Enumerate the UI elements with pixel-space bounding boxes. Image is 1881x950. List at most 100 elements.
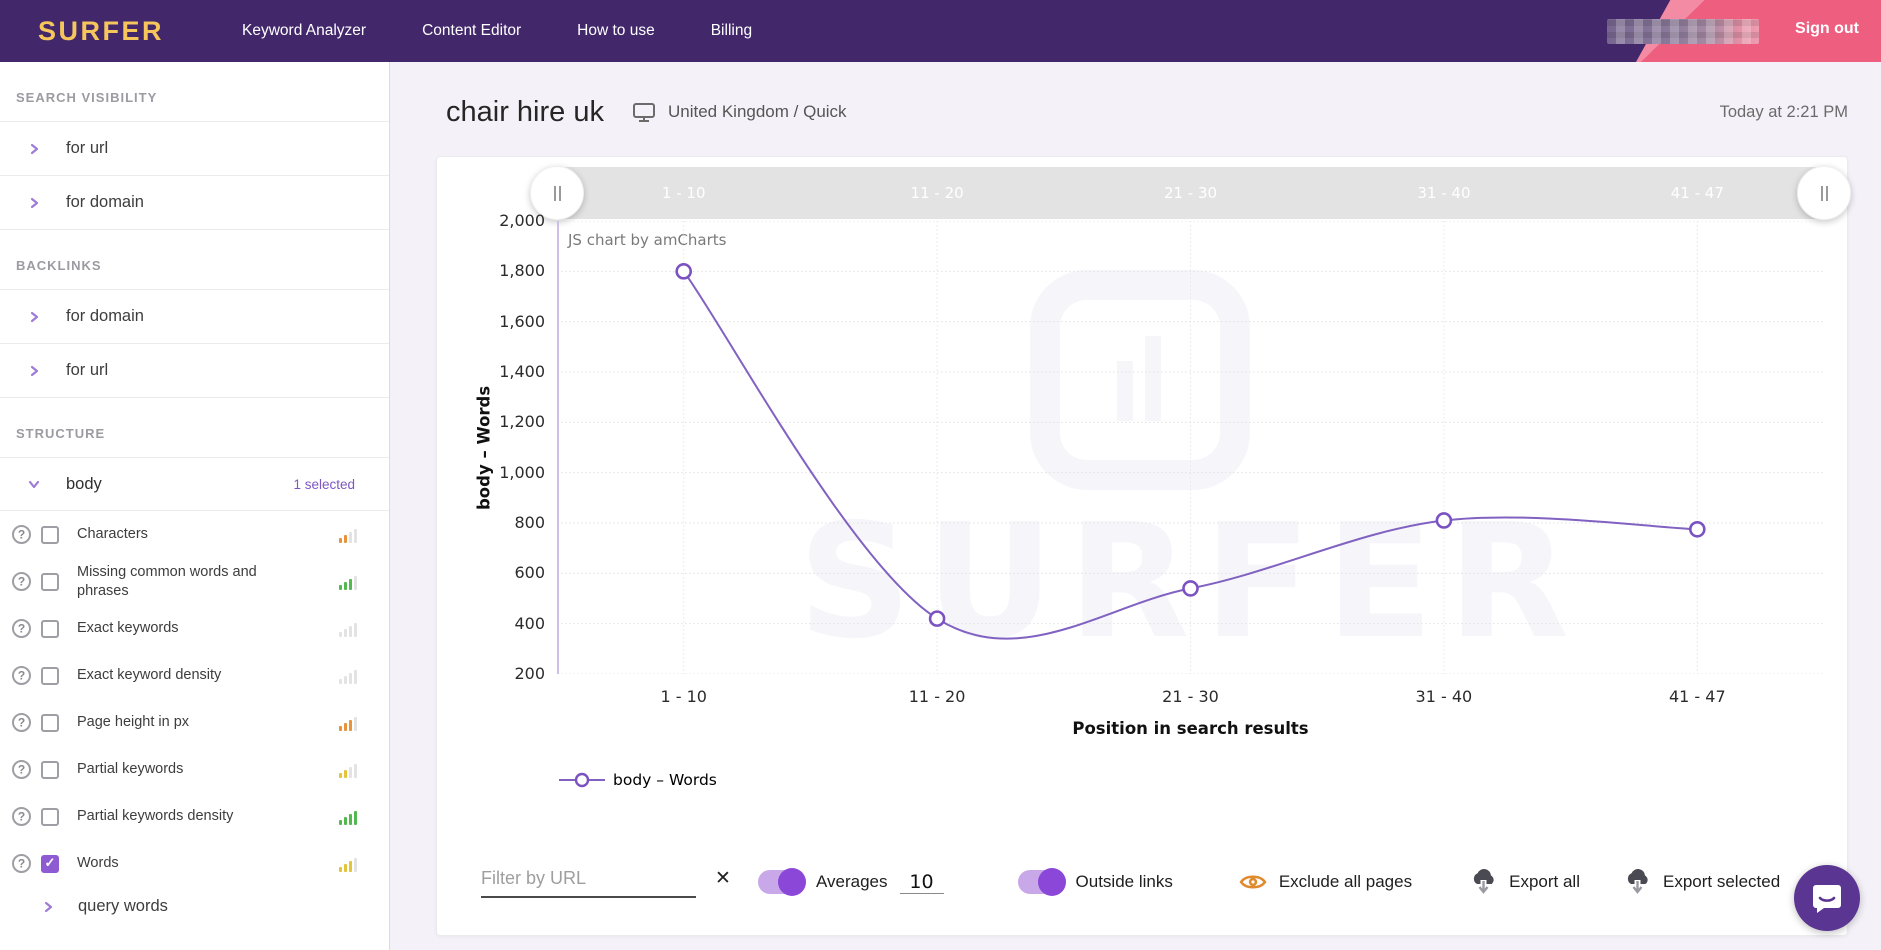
cloud-download-icon	[1474, 869, 1494, 894]
metric-label: Page height in px	[77, 714, 190, 731]
chevron-right-icon	[30, 143, 39, 154]
nav-item-keyword-analyzer[interactable]: Keyword Analyzer	[242, 22, 367, 39]
chevron-right-icon	[30, 311, 39, 322]
metric-checkbox[interactable]	[41, 854, 59, 873]
surfer-logo[interactable]: SURFER	[38, 15, 165, 46]
sign-out-button[interactable]: Sign out	[1795, 20, 1859, 37]
metric-row-partial-keywords: Partial keywords	[0, 746, 389, 793]
selected-count-badge: 1 selected	[293, 476, 355, 492]
sidebar-item-query-words[interactable]: query words	[0, 897, 389, 916]
metric-row-exact-keyword-density: Exact keyword density	[0, 652, 389, 699]
metric-row-characters: Characters	[0, 511, 389, 558]
mini-bar-chart-icon	[339, 856, 357, 872]
monitor-icon	[632, 102, 655, 122]
help-icon[interactable]	[12, 713, 31, 732]
clear-filter-icon[interactable]: ✕	[715, 867, 731, 889]
mini-bar-chart-icon	[339, 809, 357, 825]
y-axis-tick-label: 400	[514, 613, 545, 633]
chevron-right-icon	[30, 365, 39, 376]
exclude-all-pages-button[interactable]: Exclude all pages	[1239, 872, 1412, 892]
metric-label: Words	[77, 855, 119, 872]
metric-label: Characters	[77, 526, 148, 543]
averages-value-input[interactable]	[899, 870, 944, 894]
sidebar-item-label: for domain	[66, 193, 144, 211]
x-axis-title: Position in search results	[1072, 719, 1309, 738]
metric-checkbox[interactable]	[41, 666, 59, 685]
help-icon[interactable]	[12, 666, 31, 685]
sidebar-item-for-domain[interactable]: for domain	[0, 289, 389, 343]
metric-row-words: Words	[0, 840, 389, 887]
scrollbar-range-label: 11 - 20	[910, 184, 964, 202]
nav-item-content-editor[interactable]: Content Editor	[422, 22, 522, 39]
outside-links-toggle[interactable]	[1017, 868, 1066, 896]
amcharts-watermark: JS chart by amCharts	[568, 231, 727, 249]
filter-by-url-input[interactable]	[481, 867, 713, 889]
export-all-label: Export all	[1509, 872, 1580, 891]
sidebar: SEARCH VISIBILITY for url for domain BAC…	[0, 62, 390, 950]
chart-range-scrollbar[interactable]: 1 - 10 11 - 20 21 - 30 31 - 40 41 - 47	[557, 167, 1824, 219]
metric-row-missing-common-words-and-phrases: Missing common words and phrases	[0, 558, 389, 605]
nav-item-how-to-use[interactable]: How to use	[577, 22, 655, 39]
y-axis-tick-label: 1,400	[499, 362, 545, 381]
y-axis-tick-label: 600	[514, 563, 545, 583]
sidebar-section-title: BACKLINKS	[16, 258, 102, 273]
export-selected-label: Export selected	[1662, 872, 1781, 891]
chat-launcher-button[interactable]	[1794, 865, 1860, 931]
help-icon[interactable]	[12, 854, 31, 873]
export-selected-button[interactable]: Export selected	[1624, 869, 1780, 895]
metric-label: Partial keywords density	[77, 808, 234, 825]
averages-control: Averages	[758, 868, 944, 896]
y-axis-tick-label: 1,200	[499, 412, 545, 432]
scrollbar-range-label: 21 - 30	[1163, 184, 1218, 202]
metric-checkbox[interactable]	[41, 572, 59, 591]
chart-legend-item[interactable]: body – Words	[559, 771, 717, 789]
help-icon[interactable]	[12, 525, 31, 544]
line-chart-plot[interactable]: SURFER	[557, 221, 1824, 674]
x-axis-tick-label: 21 - 30	[1162, 687, 1219, 706]
help-icon[interactable]	[12, 619, 31, 638]
metric-checkbox[interactable]	[41, 807, 59, 826]
data-point-21-30[interactable]	[1182, 580, 1199, 597]
metric-row-exact-keywords: Exact keywords	[0, 605, 389, 652]
data-point-31-40[interactable]	[1435, 512, 1453, 529]
nav-item-billing[interactable]: Billing	[710, 22, 753, 39]
scrollbar-range-label: 41 - 47	[1670, 184, 1724, 202]
help-icon[interactable]	[12, 572, 31, 591]
y-axis-tick-label: 2,000	[499, 211, 545, 230]
eye-icon	[1239, 875, 1267, 889]
surfer-watermark-icon	[1030, 270, 1250, 490]
y-axis-tick-label: 200	[514, 664, 545, 683]
sidebar-item-body[interactable]: body 1 selected	[0, 457, 389, 511]
outside-links-control: Outside links	[1017, 868, 1173, 896]
data-point-11-20[interactable]	[928, 610, 946, 627]
metric-checkbox[interactable]	[41, 713, 59, 732]
metric-checkbox[interactable]	[41, 525, 59, 544]
scrollbar-right-handle[interactable]	[1797, 166, 1851, 220]
sidebar-item-for-url[interactable]: for url	[0, 121, 389, 175]
mini-bar-chart-icon	[339, 527, 357, 543]
report-timestamp: Today at 2:21 PM	[1719, 102, 1848, 121]
chat-bubble-icon	[1813, 885, 1841, 913]
redacted-user-email	[1607, 19, 1759, 44]
averages-toggle[interactable]	[758, 868, 806, 896]
cloud-download-icon	[1627, 869, 1648, 894]
sidebar-section-title: SEARCH VISIBILITY	[16, 90, 158, 105]
x-axis-tick-label: 41 - 47	[1668, 687, 1726, 706]
sidebar-item-label: for domain	[66, 307, 144, 325]
sidebar-item-label: for url	[66, 361, 109, 379]
locale-info: United Kingdom / Quick	[632, 102, 847, 123]
x-axis-tick-label: 11 - 20	[908, 687, 966, 706]
locale-label: United Kingdom / Quick	[667, 102, 847, 121]
export-all-button[interactable]: Export all	[1470, 869, 1580, 895]
help-icon[interactable]	[12, 760, 31, 779]
top-navbar: SURFER Keyword Analyzer Content Editor How…	[0, 0, 1881, 62]
data-point-41-47[interactable]	[1689, 520, 1706, 538]
metric-checkbox[interactable]	[41, 619, 59, 638]
metric-checkbox[interactable]	[41, 760, 59, 779]
scrollbar-left-handle[interactable]	[530, 166, 584, 220]
sidebar-item-for-url[interactable]: for url	[0, 343, 389, 397]
sidebar-item-for-domain[interactable]: for domain	[0, 175, 389, 229]
mini-bar-chart-icon	[339, 715, 357, 731]
help-icon[interactable]	[12, 807, 31, 826]
data-point-1-10[interactable]	[675, 263, 692, 280]
